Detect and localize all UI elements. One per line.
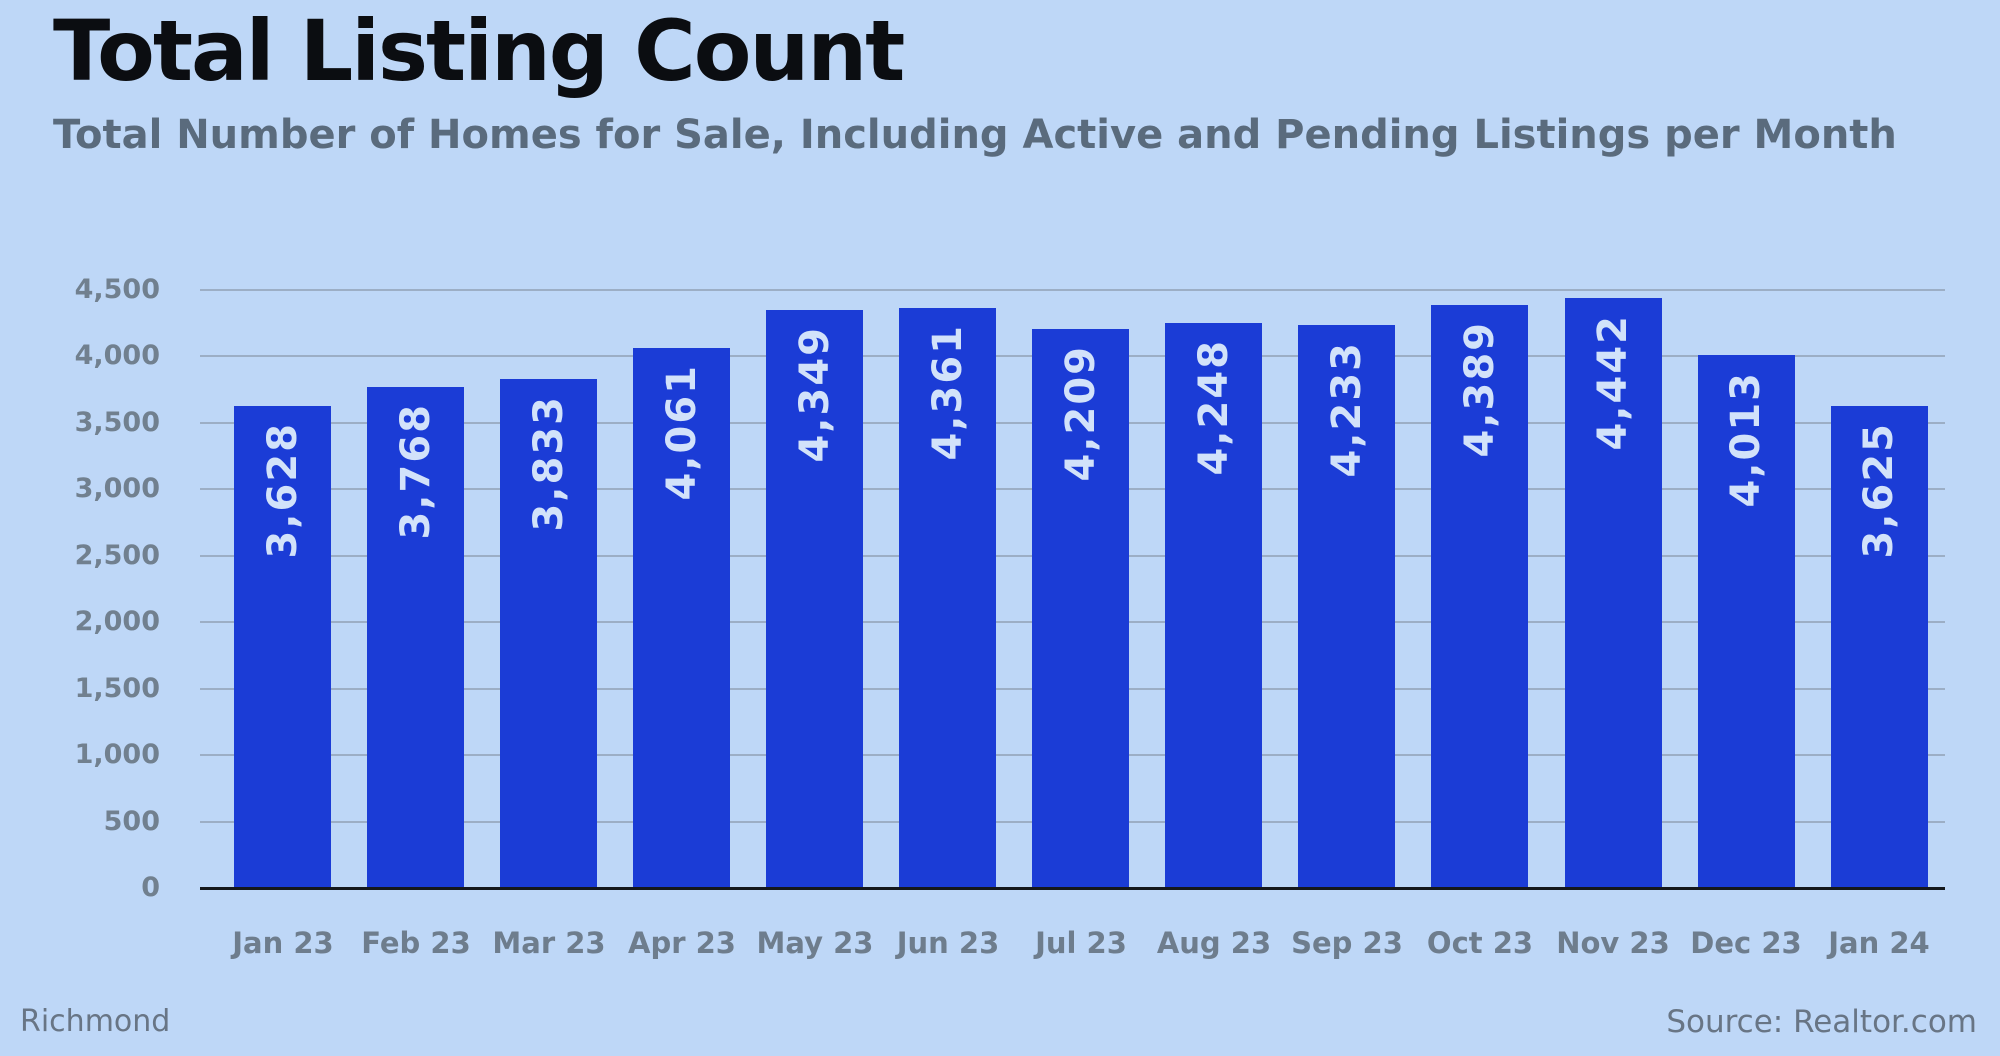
chart-subtitle: Total Number of Homes for Sale, Includin… (53, 112, 1897, 158)
y-axis-tick-label: 4,500 (74, 274, 160, 305)
bar (1698, 355, 1795, 888)
bar-value-label: 4,389 (1457, 321, 1503, 458)
bar (500, 379, 597, 888)
bar (1298, 325, 1395, 888)
x-axis-tick-label: Dec 23 (1690, 926, 1802, 960)
y-axis-tick-label: 4,000 (74, 340, 160, 371)
y-axis-tick-label: 1,000 (74, 739, 160, 770)
bar (1032, 329, 1129, 888)
y-axis-tick-label: 2,000 (74, 606, 160, 637)
gridline (200, 289, 1945, 291)
x-axis-tick-label: Sep 23 (1291, 926, 1403, 960)
x-axis-tick-label: Jan 24 (1828, 926, 1930, 960)
y-axis-tick-label: 2,500 (74, 540, 160, 571)
x-axis-tick-label: Apr 23 (628, 926, 736, 960)
y-axis-tick-label: 1,500 (74, 673, 160, 704)
x-axis-tick-label: Jul 23 (1035, 926, 1127, 960)
y-axis-tick-label: 3,000 (74, 473, 160, 504)
chart-title: Total Listing Count (53, 2, 905, 100)
x-axis-tick-label: Jun 23 (896, 926, 1000, 960)
x-axis-tick-label: Mar 23 (492, 926, 606, 960)
footer-location: Richmond (20, 1004, 171, 1039)
bar (234, 406, 331, 888)
y-axis-tick-label: 3,500 (74, 407, 160, 438)
y-axis-tick-label: 500 (103, 806, 160, 837)
x-axis-tick-label: Oct 23 (1426, 926, 1534, 960)
bar (633, 348, 730, 888)
x-axis-tick-label: Jan 23 (232, 926, 334, 960)
x-axis-tick-label: May 23 (756, 926, 874, 960)
bar (766, 310, 863, 888)
bar-value-label: 3,833 (526, 395, 572, 532)
footer-source: Source: Realtor.com (1666, 1004, 1977, 1040)
bar-value-label: 4,233 (1324, 341, 1370, 478)
bar-value-label: 3,625 (1856, 422, 1902, 559)
x-axis-tick-label: Nov 23 (1556, 926, 1670, 960)
bar-value-label: 4,361 (925, 324, 971, 461)
bar-value-label: 3,628 (260, 422, 306, 559)
bar-value-label: 4,013 (1723, 371, 1769, 508)
x-axis-line (200, 887, 1945, 890)
bar-value-label: 4,349 (792, 326, 838, 463)
bar-value-label: 4,209 (1058, 345, 1104, 482)
bar-value-label: 4,442 (1590, 314, 1636, 451)
y-axis-tick-label: 0 (141, 872, 160, 903)
bar (1565, 298, 1662, 888)
x-axis-tick-label: Feb 23 (361, 926, 471, 960)
bar (1831, 406, 1928, 888)
bar-value-label: 4,248 (1191, 339, 1237, 476)
bar-value-label: 4,061 (659, 364, 705, 501)
bar (1431, 305, 1528, 888)
bar (899, 308, 996, 888)
bar-value-label: 3,768 (393, 403, 439, 540)
bar (1165, 323, 1262, 888)
x-axis-tick-label: Aug 23 (1156, 926, 1272, 960)
bar (367, 387, 464, 888)
